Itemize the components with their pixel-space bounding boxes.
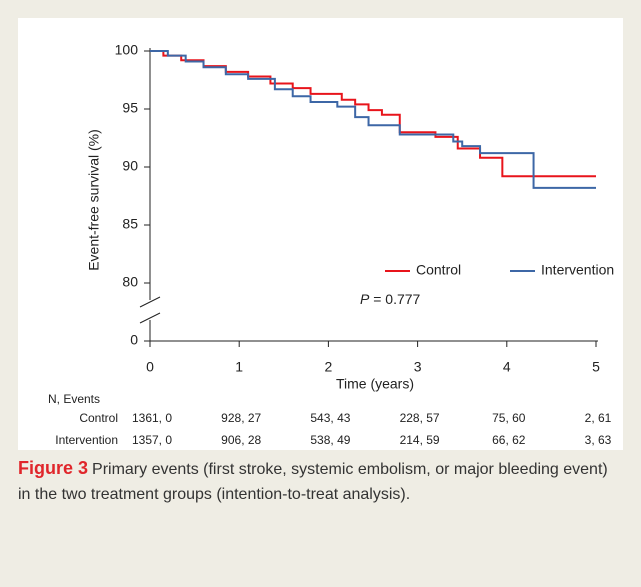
x-tick-label: 3 [414, 359, 422, 375]
risk-cell: 214, 59 [400, 433, 440, 447]
x-tick-label: 5 [592, 359, 600, 375]
risk-cell: 928, 27 [221, 411, 261, 425]
caption-text: Primary events (first stroke, systemic e… [18, 461, 608, 503]
risk-cell: 66, 62 [492, 433, 526, 447]
risk-cell: 228, 57 [400, 411, 440, 425]
risk-cell: 906, 28 [221, 433, 261, 447]
risk-row-label: Control [79, 411, 118, 425]
risk-cell: 3, 63 [585, 433, 612, 447]
axis-break [139, 296, 161, 308]
survival-curve [150, 50, 596, 178]
risk-cell: 1361, 0 [132, 411, 172, 425]
y-tick-label: 95 [122, 100, 138, 116]
risk-cell: 543, 43 [310, 411, 350, 425]
chart-panel [18, 18, 623, 450]
y-axis-label: Event-free survival (%) [86, 129, 102, 271]
y-tick-label: 80 [122, 274, 138, 290]
chart: Event-free survival (%) Time (years) P =… [48, 42, 614, 447]
x-tick-label: 0 [146, 359, 154, 375]
p-value: P = 0.777 [360, 291, 421, 307]
x-tick-label: 2 [325, 359, 333, 375]
risk-cell: 2, 61 [585, 411, 612, 425]
x-axis-label: Time (years) [336, 376, 414, 392]
y-tick-label: 100 [115, 42, 139, 58]
y-tick-label: 85 [122, 216, 138, 232]
x-tick-label: 1 [235, 359, 243, 375]
p-symbol: P [360, 291, 370, 307]
legend-label: Intervention [541, 262, 614, 278]
legend-label: Control [416, 262, 461, 278]
risk-cell: 538, 49 [310, 433, 350, 447]
p-text: = 0.777 [373, 291, 420, 307]
caption: Figure 3 Primary events (first stroke, sy… [18, 456, 618, 507]
y-tick-label: 0 [130, 332, 138, 348]
axis-break [139, 312, 161, 324]
risk-cell: 75, 60 [492, 411, 526, 425]
caption-label: Figure 3 [18, 458, 89, 478]
risk-cell: 1357, 0 [132, 433, 172, 447]
x-tick-label: 4 [503, 359, 511, 375]
y-tick-label: 90 [122, 158, 138, 174]
risk-row-label: Intervention [55, 433, 118, 447]
risk-table-title: N, Events [48, 392, 100, 406]
survival-curve [150, 50, 596, 189]
